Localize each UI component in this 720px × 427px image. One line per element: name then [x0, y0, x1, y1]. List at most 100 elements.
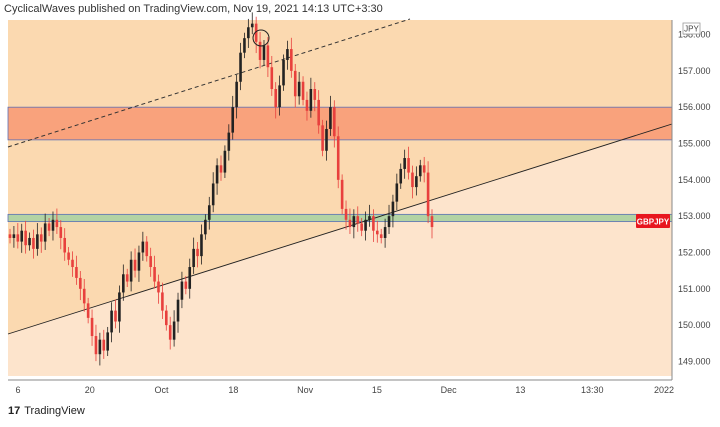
candle-body — [47, 223, 51, 231]
candle-body — [360, 223, 363, 231]
candle-body — [262, 45, 266, 60]
candle-body — [340, 179, 344, 209]
candle-body — [270, 67, 274, 90]
candle-body — [301, 81, 305, 100]
candle-body — [399, 168, 403, 184]
candle-body — [110, 310, 113, 333]
time-tick-label: 6 — [15, 385, 20, 395]
candle-body — [157, 281, 160, 293]
candle-body — [383, 227, 387, 238]
upper-dashed-trendline — [7, 18, 411, 148]
candle-body — [254, 23, 258, 42]
candle-body — [282, 59, 285, 86]
candle-body — [176, 299, 180, 322]
candle-body — [336, 136, 340, 180]
candle-body — [59, 227, 63, 238]
candle-body — [379, 234, 383, 238]
candle-body — [71, 259, 74, 268]
candle-body — [204, 219, 207, 235]
candle-body — [391, 201, 395, 217]
candle-body — [16, 234, 20, 242]
time-tick-label: 15 — [372, 385, 382, 395]
candle-body — [200, 234, 203, 257]
candle-body — [184, 281, 188, 289]
candle-body — [297, 81, 301, 97]
candle-body — [129, 259, 133, 282]
time-tick-label: 13 — [515, 385, 525, 395]
price-tick-label: 158.000 — [678, 30, 711, 40]
time-tick-label: 13:30 — [581, 385, 604, 395]
candle-body — [274, 89, 278, 108]
candle-body — [36, 234, 39, 249]
time-tick-label: 2022 — [654, 385, 674, 395]
candle-body — [207, 205, 211, 220]
price-tick-label: 154.000 — [678, 175, 711, 185]
support-zone — [7, 213, 673, 223]
time-axis: 6 20 Oct 18 Nov 15 Dec 13 13:30 2022 — [15, 385, 674, 395]
price-tick-label: 153.000 — [678, 211, 711, 221]
candle-body — [188, 267, 192, 289]
candle-body — [368, 216, 371, 220]
resistance-zone — [7, 106, 673, 141]
price-tick-label: 151.000 — [678, 284, 711, 294]
candle-body — [403, 158, 406, 169]
time-tick-label: Nov — [297, 385, 314, 395]
peak-marker — [252, 29, 270, 47]
candle-body — [118, 292, 121, 322]
price-tick-label: 150.000 — [678, 320, 711, 330]
candle-body — [227, 132, 231, 151]
candle-body — [243, 38, 246, 53]
time-tick-label: Dec — [441, 385, 458, 395]
time-tick-label: 20 — [85, 385, 95, 395]
candle-body — [20, 230, 24, 242]
candle-body — [28, 237, 31, 246]
candle-body — [192, 248, 195, 268]
candle-body — [223, 150, 227, 173]
candle-body — [102, 339, 106, 351]
candle-body — [153, 267, 156, 282]
time-tick-label: 18 — [228, 385, 238, 395]
candle-body — [8, 234, 12, 238]
candle-body — [321, 125, 324, 151]
candle-body — [32, 237, 35, 249]
candle-body — [67, 252, 70, 260]
candle-body — [375, 230, 379, 235]
candle-body — [344, 208, 348, 220]
candle-body — [411, 172, 414, 188]
candle-body — [293, 70, 297, 97]
candle-body — [137, 252, 141, 271]
candle-body — [133, 259, 137, 271]
candle-body — [164, 310, 168, 326]
currency-box — [682, 22, 701, 35]
candle-body — [317, 99, 320, 126]
candle-body — [395, 183, 399, 202]
candle-body — [372, 216, 375, 231]
candle-body — [98, 339, 102, 355]
candle-body — [305, 99, 309, 111]
candle-body — [430, 216, 434, 228]
candle-body — [239, 52, 242, 82]
candle-body — [24, 230, 27, 246]
candle-body — [43, 223, 47, 242]
price-axis: 158.000 157.000 156.000 155.000 154.000 153.0… — [678, 30, 711, 367]
candle-body — [309, 89, 313, 111]
currency-label: JPY — [684, 25, 699, 34]
candle-body — [168, 325, 172, 340]
candle-body — [180, 281, 184, 300]
candle-body — [348, 219, 352, 228]
price-tick-label: 156.000 — [678, 102, 711, 112]
candle-body — [211, 183, 215, 206]
candle-body — [231, 107, 235, 133]
candle-body — [387, 216, 391, 228]
candle-body — [325, 128, 328, 151]
candle-body — [122, 274, 125, 293]
candle-body — [215, 165, 219, 184]
price-tick-label: 157.000 — [678, 66, 711, 76]
time-tick-label: Oct — [155, 385, 170, 395]
candle-body — [51, 219, 55, 231]
candle-body — [75, 267, 78, 278]
price-tick-label: 155.000 — [678, 139, 711, 149]
tradingview-logo-icon[interactable]: 17 — [8, 405, 21, 417]
candle-body — [106, 332, 109, 351]
